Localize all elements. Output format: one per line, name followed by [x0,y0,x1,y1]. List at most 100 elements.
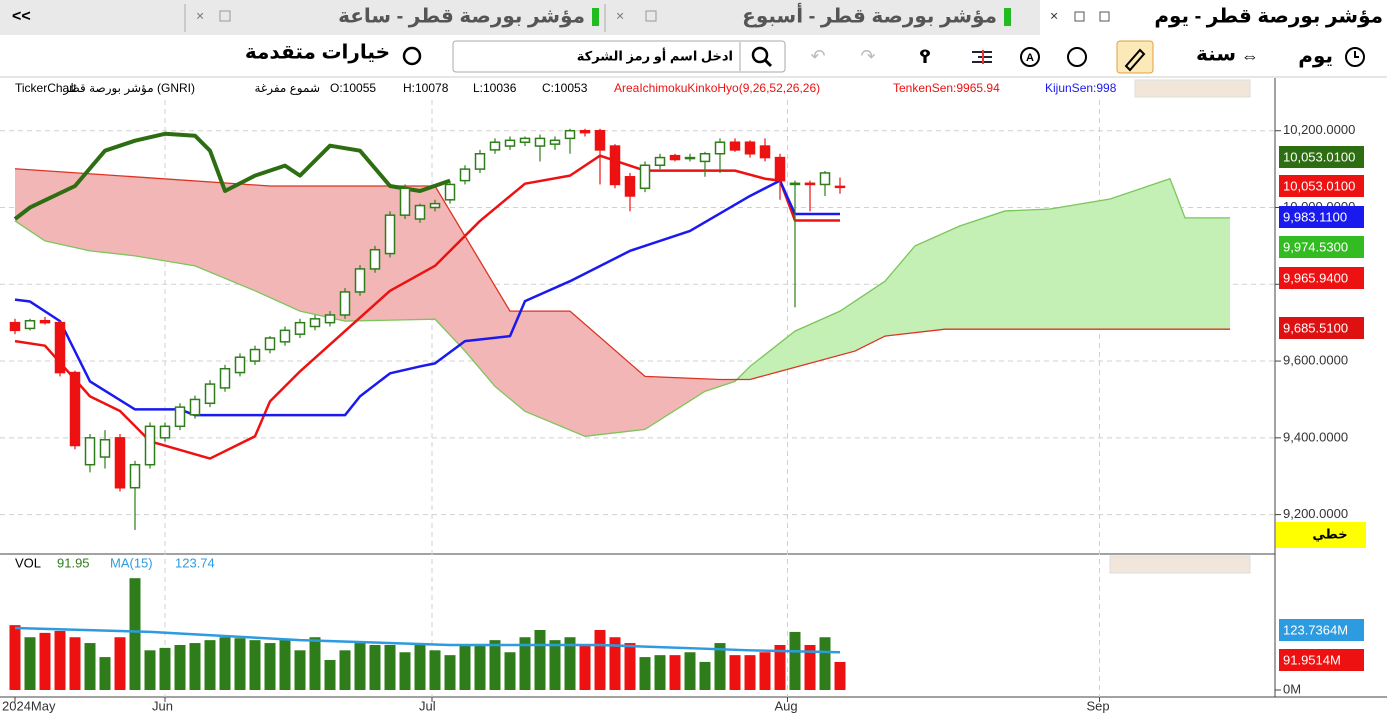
candle-body [819,172,831,186]
range-icon[interactable]: ⇔ [1241,46,1259,66]
volume-bar [654,655,666,690]
indicator-button[interactable] [1067,47,1087,67]
volume-bar [414,644,426,690]
y-tick-label: 9,600.0000 [1283,352,1348,367]
candle-body [204,383,216,405]
candle-body [594,129,606,151]
volume-bar [384,644,396,690]
redo-button[interactable]: ↷ [860,46,875,66]
price-badge [1279,267,1364,289]
volume-bar [459,644,471,690]
candle-body [414,204,426,220]
ohlc: C:10053 [542,81,588,95]
candle-body [714,141,726,155]
volume-bar [9,625,21,690]
candle-body [534,137,546,147]
candle-body [69,371,81,447]
candle-body [219,367,231,389]
volume-badge [1279,649,1364,671]
volume-badge-label: 91.9514M [1283,652,1341,667]
candle-body [279,329,291,343]
price-badge [1279,236,1364,258]
tab[interactable]: × مؤشر بورصة قطر - أسبوع [616,1,1011,27]
tab-title: مؤشر بورصة قطر - يوم [1154,5,1383,27]
compare-button[interactable]: ߉ [919,47,932,67]
volume-bar [69,637,81,690]
candle-body [744,141,756,155]
alert-button[interactable] [1020,47,1040,67]
price-badge-label: 9,974.5300 [1283,239,1348,254]
volume-bar [774,644,786,690]
candle-body [159,425,171,439]
line-mode[interactable] [1276,522,1366,548]
svg-text:×: × [196,8,204,24]
volume-bar [729,655,741,690]
volume-bar [249,640,261,690]
app-name: TickerChart [15,81,77,95]
ma-value: 123.74 [175,555,215,570]
volume-bar [714,643,726,690]
volume-bar [834,661,846,690]
volume-bar [399,652,411,690]
active-tab[interactable] [1040,0,1387,36]
search-box[interactable] [452,40,786,73]
svg-text:×: × [616,8,624,24]
candle-body [339,291,351,316]
candle-body [474,152,486,170]
volume-bar [609,637,621,690]
volume-bar [24,637,36,690]
x-tick-label: Jun [152,698,173,713]
volume-bar [234,638,246,690]
volume-bar [684,652,696,690]
advanced-options[interactable]: خيارات متقدمة [245,41,390,63]
candle-body [264,337,276,351]
pane-controls[interactable] [1134,79,1251,98]
tab-title: مؤشر بورصة قطر - ساعة [338,5,585,27]
candle-body [579,129,591,134]
volume-bar [549,640,561,690]
ohlc: O:10055 [330,81,376,95]
y-tick-label: 9,200.0000 [1283,506,1348,521]
volume-value: 91.95 [57,555,90,570]
x-tick-label: Aug [775,698,798,713]
clock-icon[interactable] [1345,47,1365,67]
candle-body [399,187,411,216]
volume-bar [789,631,801,690]
volume-bar [114,637,126,690]
candle-body [84,437,96,466]
volume-bar [219,637,231,690]
volume-bar [129,578,141,690]
candle-body [669,154,681,161]
candle-body [249,348,261,362]
candle-body [729,141,741,151]
x-tick-label: Sep [1087,698,1110,713]
candle-body [684,156,696,160]
volume-bar [99,657,111,690]
volume-bar [444,655,456,690]
volume-bar [369,644,381,690]
price-badge [1279,317,1364,339]
candle-body [609,145,621,186]
symbol: مؤشر بورصة قطر (GNRI) [63,81,195,96]
range-button[interactable]: سنة [1196,43,1236,65]
indicator-line [14,154,840,460]
volume-bar [534,629,546,690]
candle-body [774,156,786,182]
price-badge-label: 9,983.1100 [1283,209,1347,224]
period-button[interactable]: يوم [1298,45,1333,67]
tab[interactable]: × مؤشر بورصة قطر - ساعة [196,5,599,27]
volume-bar [204,640,216,690]
undo-button[interactable]: ↶ [810,46,825,66]
price-badge [1279,175,1364,197]
candle-body [39,319,51,324]
volume-bar [519,637,531,690]
pane-controls[interactable] [1109,555,1251,574]
volume-bar [324,659,336,690]
collapse-button[interactable]: << [12,8,31,25]
candle-body [354,268,366,293]
settings-icon[interactable] [402,46,422,66]
candle-body [144,425,156,466]
volume-bar [474,644,486,690]
candle-body [309,318,321,328]
volume-bar [159,647,171,690]
